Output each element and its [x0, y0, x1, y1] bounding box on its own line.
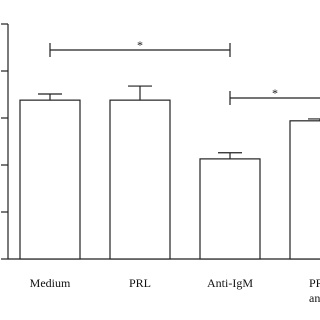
bar — [19, 99, 81, 260]
significance-label: * — [272, 86, 278, 100]
x-tick-label: PRL — [309, 276, 320, 290]
significance-bracket — [229, 91, 320, 105]
x-tick-label: Anti-IgM — [207, 276, 253, 290]
bar — [109, 99, 171, 260]
bar — [199, 158, 261, 260]
x-tick-label: anti- — [309, 291, 320, 305]
x-tick-label: PRL — [129, 276, 151, 290]
significance-label: * — [137, 38, 143, 52]
bar — [289, 120, 320, 260]
x-tick-label: Medium — [30, 276, 71, 290]
significance-bracket — [49, 43, 231, 57]
